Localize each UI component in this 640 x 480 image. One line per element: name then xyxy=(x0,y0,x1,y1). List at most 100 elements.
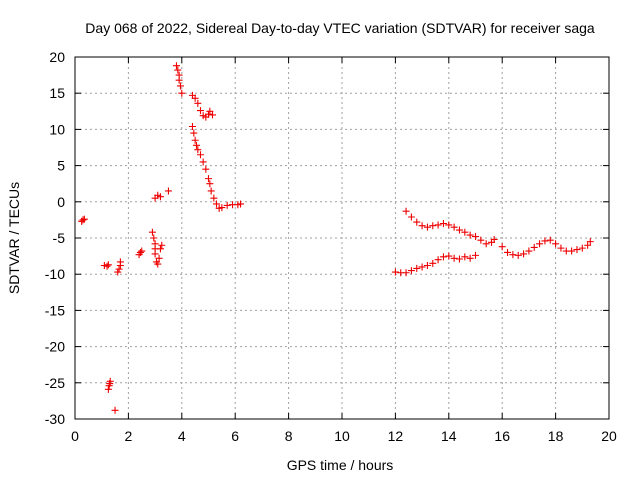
data-point xyxy=(138,247,146,255)
data-point xyxy=(461,228,469,236)
data-point xyxy=(196,107,204,115)
data-point xyxy=(407,213,415,221)
data-point xyxy=(207,187,215,195)
data-point xyxy=(80,215,88,223)
data-point xyxy=(210,194,218,202)
data-point xyxy=(194,99,202,107)
x-tick-label: 0 xyxy=(71,428,79,444)
axes: 0 2 4 6 8 10 12 14 16 18 20 -30 -25 -20 -15 -10 -5 0 5 10 15… xyxy=(45,49,617,444)
data-point xyxy=(520,250,528,258)
data-point xyxy=(116,258,124,266)
data-point xyxy=(586,238,594,246)
data-point xyxy=(461,253,469,261)
y-tick-label: -5 xyxy=(53,230,66,246)
data-point xyxy=(429,222,437,230)
data-point xyxy=(439,253,447,261)
data-point xyxy=(79,216,87,224)
grid xyxy=(75,57,609,419)
x-tick-label: 20 xyxy=(601,428,617,444)
data-point xyxy=(155,254,163,262)
y-tick-label: -25 xyxy=(45,375,65,391)
data-point xyxy=(154,260,162,268)
data-point xyxy=(178,89,186,97)
x-tick-label: 14 xyxy=(441,428,457,444)
y-tick-label: -15 xyxy=(45,302,65,318)
data-point xyxy=(218,204,226,212)
data-point xyxy=(156,245,164,253)
x-tick-label: 6 xyxy=(231,428,239,444)
data-point xyxy=(450,254,458,262)
data-point xyxy=(434,221,442,229)
data-point xyxy=(148,228,156,236)
x-tick-label: 4 xyxy=(178,428,186,444)
data-point xyxy=(498,243,506,251)
data-point xyxy=(164,187,172,195)
data-point xyxy=(402,269,410,277)
data-point xyxy=(104,261,112,269)
plot-frame xyxy=(74,56,610,420)
data-point xyxy=(190,129,198,137)
data-point xyxy=(477,236,485,244)
x-axis-label: GPS time / hours xyxy=(287,457,394,473)
data-point xyxy=(514,251,522,259)
data-point xyxy=(573,246,581,254)
data-point xyxy=(541,237,549,245)
data-point xyxy=(206,107,214,115)
data-point xyxy=(568,247,576,255)
data-point xyxy=(391,268,399,276)
data-point xyxy=(455,255,463,263)
data-point xyxy=(429,259,437,267)
data-point xyxy=(413,264,421,272)
data-point xyxy=(418,222,426,230)
data-point xyxy=(205,175,212,183)
y-axis-label: SDTVAR / TECUs xyxy=(6,182,22,294)
data-point xyxy=(106,377,114,385)
y-tick-label: 15 xyxy=(49,85,65,101)
y-tick-label: 5 xyxy=(57,158,65,174)
data-point xyxy=(174,66,182,74)
data-point xyxy=(402,207,410,215)
y-tick-label: 0 xyxy=(57,194,65,210)
data-point xyxy=(213,200,221,208)
x-tick-label: 8 xyxy=(285,428,293,444)
data-point xyxy=(466,254,474,262)
data-point xyxy=(413,218,421,226)
data-point xyxy=(466,231,474,239)
y-tick-label: -20 xyxy=(45,339,65,355)
data-point xyxy=(552,240,560,248)
data-point xyxy=(199,158,207,166)
data-point xyxy=(482,240,490,248)
data-point xyxy=(557,244,565,252)
data-point xyxy=(136,248,144,256)
data-point xyxy=(472,233,479,241)
y-tick-label: 10 xyxy=(49,121,65,137)
data-point xyxy=(445,221,453,229)
data-point xyxy=(490,235,498,243)
data-point xyxy=(111,406,119,414)
data-point xyxy=(407,267,415,275)
data-point xyxy=(439,220,447,228)
y-tick-label: 20 xyxy=(49,49,65,65)
data-point xyxy=(150,234,158,242)
data-point xyxy=(455,226,463,234)
data-point xyxy=(445,252,453,260)
data-point xyxy=(450,223,458,231)
data-point xyxy=(530,243,538,251)
data-point xyxy=(578,244,586,252)
data-point xyxy=(114,268,122,276)
data-point xyxy=(423,223,431,231)
data-point xyxy=(434,256,442,264)
data-point xyxy=(504,248,512,256)
data-point xyxy=(104,385,112,393)
x-tick-label: 10 xyxy=(334,428,350,444)
data-point xyxy=(175,76,183,84)
data-point xyxy=(237,200,245,208)
data-point xyxy=(176,82,184,90)
chart-title: Day 068 of 2022, Sidereal Day-to-day VTE… xyxy=(85,20,595,36)
data-points xyxy=(78,62,594,414)
data-point xyxy=(223,201,231,209)
data-point xyxy=(418,263,426,271)
data-point xyxy=(192,141,200,149)
data-point xyxy=(209,111,217,119)
data-point xyxy=(191,94,199,102)
